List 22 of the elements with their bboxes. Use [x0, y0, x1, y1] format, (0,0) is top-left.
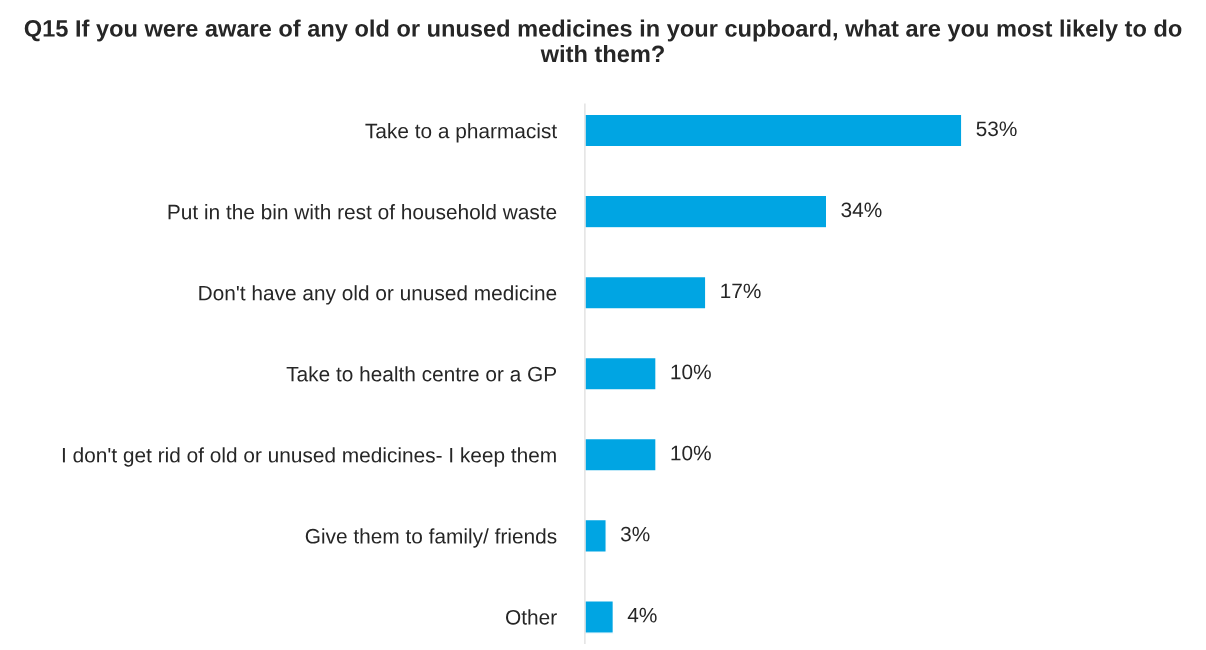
data-label: 53%	[976, 121, 1017, 137]
y-tick-label: Take to a pharmacist	[365, 123, 557, 143]
y-tick-label: Give them to family/ friends	[305, 528, 557, 548]
bar	[584, 275, 707, 310]
y-tick-label: Put in the bin with rest of household waste	[168, 204, 557, 220]
data-label: 17%	[721, 283, 761, 299]
data-label: 10%	[671, 445, 711, 461]
y-tick-label: I don't get rid of old or unused medicines- I keep them	[62, 447, 556, 467]
y-tick-label: Other	[506, 609, 557, 625]
bar	[584, 194, 828, 229]
chart-title: Q15 If you were aware of any old or unused medicines in your cupboard, what are you most likely to do with them?	[24, 19, 1182, 63]
bar	[584, 356, 657, 391]
data-label: 34%	[841, 202, 882, 218]
data-label: 3%	[620, 526, 650, 542]
bar	[584, 518, 607, 553]
bar	[584, 437, 657, 472]
bar	[584, 113, 963, 148]
data-label: 4%	[627, 607, 657, 623]
data-label: 10%	[671, 364, 711, 380]
y-tick-label: Don't have any old or unused medicine	[199, 285, 557, 305]
y-tick-label: Take to health centre or a GP	[286, 366, 557, 382]
bar	[584, 600, 615, 634]
